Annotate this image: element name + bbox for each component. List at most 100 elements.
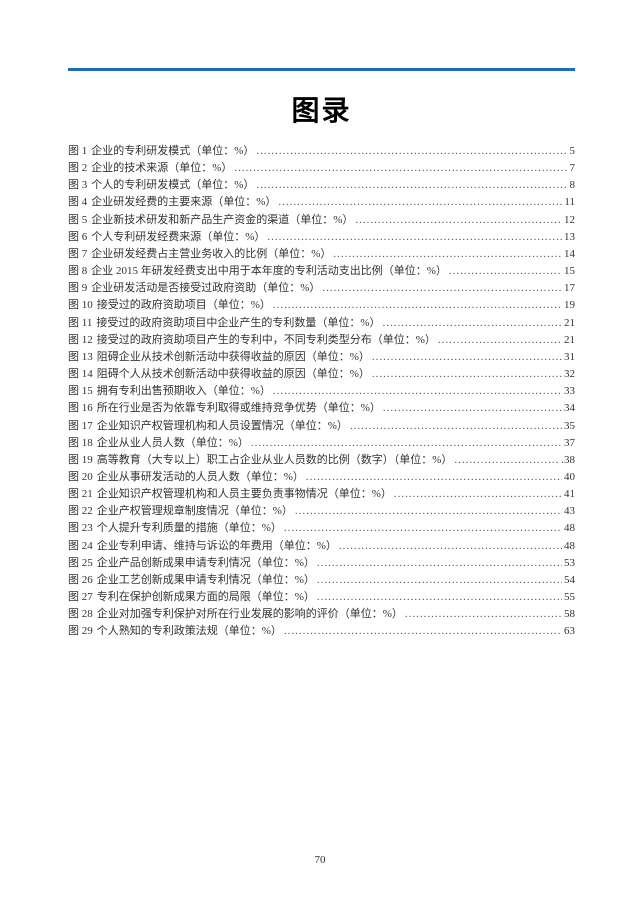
entry-leader-dots: ........................................…: [256, 177, 567, 194]
toc-entry: 图 21企业知识产权管理机构和人员主要负责事物情况（单位：%）.........…: [68, 486, 575, 503]
entry-title: 接受过的政府资助项目产生的专利中，不同专利类型分布（单位：%）: [97, 332, 436, 349]
entry-title: 企业对加强专利保护对所在行业发展的影响的评价（单位：%）: [97, 606, 403, 623]
entry-title: 企业的专利研发模式（单位：%）: [91, 143, 254, 160]
entry-page: 63: [564, 623, 575, 640]
entry-label: 图 29: [68, 623, 93, 640]
entry-page: 31: [564, 349, 575, 366]
entry-leader-dots: ........................................…: [333, 246, 562, 263]
toc-entry: 图 15拥有专利出售预期收入（单位：%）....................…: [68, 383, 575, 400]
entry-title: 企业知识产权管理机构和人员设置情况（单位：%）: [97, 418, 348, 435]
toc-entry: 图 18企业从业人员人数（单位：%）......................…: [68, 435, 575, 452]
entry-page: 43: [564, 503, 575, 520]
entry-page: 19: [564, 297, 575, 314]
entry-title: 企业产品创新成果申请专利情况（单位：%）: [97, 555, 315, 572]
entry-leader-dots: ........................................…: [355, 212, 562, 229]
entry-page: 41: [564, 486, 575, 503]
entry-leader-dots: ........................................…: [454, 452, 559, 469]
entry-label: 图 19: [68, 452, 93, 469]
toc-entry: 图 4企业研发经费的主要来源（单位：%）....................…: [68, 194, 575, 211]
entry-title: 接受过的政府资助项目中企业产生的专利数量（单位：%）: [96, 315, 380, 332]
entry-title: 企业专利申请、维持与诉讼的年费用（单位：%）: [97, 538, 337, 555]
entry-title: 企业的技术来源（单位：%）: [91, 160, 232, 177]
entry-label: 图 3: [68, 177, 87, 194]
entry-leader-dots: ........................................…: [256, 143, 567, 160]
entry-label: 图 17: [68, 418, 93, 435]
entry-label: 图 28: [68, 606, 93, 623]
entry-label: 图 1: [68, 143, 87, 160]
entry-label: 图 7: [68, 246, 87, 263]
entry-leader-dots: ........................................…: [273, 297, 562, 314]
entry-page: 54: [564, 572, 575, 589]
entry-label: 图 21: [68, 486, 93, 503]
entry-page: 12: [564, 212, 575, 229]
entry-label: 图 16: [68, 400, 93, 417]
entry-page: 53: [564, 555, 575, 572]
entry-title: 企业 2015 年研发经费支出中用于本年度的专利活动支出比例（单位：%）: [91, 263, 447, 280]
toc-entry: 图 23个人提升专利质量的措施（单位：%）...................…: [68, 520, 575, 537]
entry-leader-dots: ........................................…: [394, 486, 562, 503]
entry-title: 阻碍个人从技术创新活动中获得收益的原因（单位：%）: [97, 366, 370, 383]
entry-label: 图 22: [68, 503, 93, 520]
toc-entry: 图 17企业知识产权管理机构和人员设置情况（单位：%）.............…: [68, 418, 575, 435]
entry-page: 14: [564, 246, 575, 263]
entry-label: 图 25: [68, 555, 93, 572]
toc-entry: 图 19高等教育（大专以上）职工占企业从业人员数的比例（数字）（单位：%）...…: [68, 452, 575, 469]
entry-label: 图 11: [68, 315, 92, 332]
entry-leader-dots: ........................................…: [317, 572, 562, 589]
entry-page: 37: [564, 435, 575, 452]
entry-leader-dots: ........................................…: [339, 538, 562, 555]
entry-leader-dots: ........................................…: [438, 332, 562, 349]
toc-entry: 图 28企业对加强专利保护对所在行业发展的影响的评价（单位：%）........…: [68, 606, 575, 623]
entry-label: 图 2: [68, 160, 87, 177]
entry-title: 阻碍企业从技术创新活动中获得收益的原因（单位：%）: [97, 349, 370, 366]
entry-label: 图 8: [68, 263, 87, 280]
toc-entry: 图 10接受过的政府资助项目（单位：%）....................…: [68, 297, 575, 314]
entry-leader-dots: ........................................…: [306, 469, 562, 486]
entry-page: 40: [564, 469, 575, 486]
entry-leader-dots: ........................................…: [350, 418, 562, 435]
entry-page: 55: [564, 589, 575, 606]
entry-title: 专利在保护创新成果方面的局限（单位：%）: [97, 589, 315, 606]
entry-leader-dots: ........................................…: [317, 589, 562, 606]
entry-title: 企业工艺创新成果申请专利情况（单位：%）: [97, 572, 315, 589]
entry-page: 35: [564, 418, 575, 435]
toc-entry: 图 7企业研发经费占主营业务收入的比例（单位：%）...............…: [68, 246, 575, 263]
entry-label: 图 6: [68, 229, 87, 246]
entry-leader-dots: ........................................…: [267, 229, 562, 246]
entry-leader-dots: ........................................…: [405, 606, 562, 623]
entry-page: 5: [570, 143, 576, 160]
entry-label: 图 14: [68, 366, 93, 383]
entry-page: 48: [564, 538, 575, 555]
entry-leader-dots: ........................................…: [295, 503, 562, 520]
toc-entry: 图 26企业工艺创新成果申请专利情况（单位：%）................…: [68, 572, 575, 589]
entry-title: 个人提升专利质量的措施（单位：%）: [97, 520, 282, 537]
page: 图录 图 1企业的专利研发模式（单位：%）...................…: [0, 0, 640, 906]
entry-leader-dots: ........................................…: [372, 349, 562, 366]
entry-label: 图 12: [68, 332, 93, 349]
entry-title: 高等教育（大专以上）职工占企业从业人员数的比例（数字）（单位：%）: [97, 452, 453, 469]
entry-leader-dots: ........................................…: [383, 315, 562, 332]
entry-page: 21: [564, 315, 575, 332]
entry-label: 图 10: [68, 297, 93, 314]
entry-page: 58: [564, 606, 575, 623]
entry-page: 48: [564, 520, 575, 537]
entry-title: 企业研发经费的主要来源（单位：%）: [91, 194, 276, 211]
entry-title: 企业产权管理规章制度情况（单位：%）: [97, 503, 293, 520]
entry-title: 企业研发活动是否接受过政府资助（单位：%）: [91, 280, 320, 297]
entry-leader-dots: ........................................…: [278, 194, 562, 211]
entry-leader-dots: ........................................…: [234, 160, 567, 177]
toc-entry: 图 13阻碍企业从技术创新活动中获得收益的原因（单位：%）...........…: [68, 349, 575, 366]
entry-label: 图 5: [68, 212, 87, 229]
entry-label: 图 4: [68, 194, 87, 211]
entry-title: 企业研发经费占主营业务收入的比例（单位：%）: [91, 246, 331, 263]
entry-page: 7: [570, 160, 576, 177]
page-title: 图录: [68, 89, 575, 129]
entry-title: 个人熟知的专利政策法规（单位：%）: [97, 623, 282, 640]
entry-label: 图 27: [68, 589, 93, 606]
toc-entry: 图 9企业研发活动是否接受过政府资助（单位：%）................…: [68, 280, 575, 297]
toc-entry: 图 3个人的专利研发模式（单位：%）......................…: [68, 177, 575, 194]
entry-page: 33: [564, 383, 575, 400]
entry-leader-dots: ........................................…: [284, 623, 562, 640]
entry-leader-dots: ........................................…: [317, 555, 562, 572]
entry-label: 图 26: [68, 572, 93, 589]
